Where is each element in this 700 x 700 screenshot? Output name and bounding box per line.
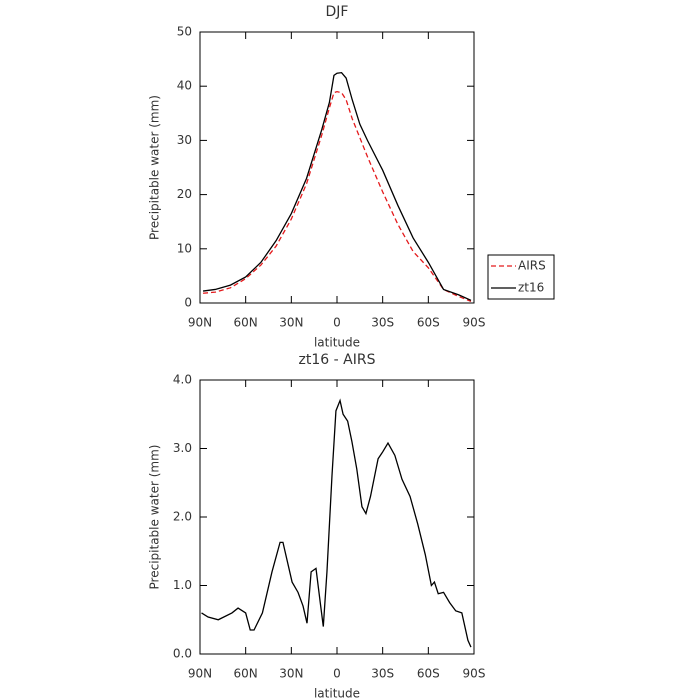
y-tick-label: 20: [177, 187, 192, 201]
x-tick-label: 30N: [279, 316, 303, 330]
y-tick-label: 0.0: [173, 647, 192, 661]
y-tick-label: 4.0: [173, 373, 192, 387]
legend-box: [487, 254, 555, 300]
x-tick-label: 0: [333, 667, 341, 681]
y-tick-label: 3.0: [173, 441, 192, 455]
x-tick-label: 30N: [279, 667, 303, 681]
plot-frame: [199, 379, 475, 655]
y-tick-label: 10: [177, 241, 192, 255]
legend-label: AIRS: [518, 259, 546, 273]
y-axis-label: Precipitable water (mm): [148, 445, 162, 590]
y-tick-label: 0: [184, 296, 192, 310]
data-line: [202, 71, 472, 301]
x-axis-label: latitude: [314, 687, 360, 700]
y-tick-label: 2.0: [173, 510, 192, 524]
x-tick-label: 30S: [371, 316, 394, 330]
data-line: [201, 398, 472, 648]
x-tick-label: 60N: [234, 316, 258, 330]
x-tick-label: 90S: [463, 667, 486, 681]
data-line: [202, 90, 472, 302]
x-tick-label: 90N: [188, 667, 212, 681]
x-tick-label: 90N: [188, 316, 212, 330]
legend-label: zt16: [518, 281, 544, 295]
x-axis-label: latitude: [314, 336, 360, 350]
y-tick-label: 30: [177, 133, 192, 147]
y-tick-label: 40: [177, 79, 192, 93]
x-tick-label: 30S: [371, 667, 394, 681]
y-axis-label: Precipitable water (mm): [148, 95, 162, 240]
y-tick-label: 1.0: [173, 578, 192, 592]
x-tick-label: 60N: [234, 667, 258, 681]
x-tick-label: 60S: [417, 316, 440, 330]
x-tick-label: 0: [333, 316, 341, 330]
x-tick-label: 90S: [463, 316, 486, 330]
chart-title: zt16 - AIRS: [299, 352, 376, 368]
y-tick-label: 50: [177, 25, 192, 39]
chart-title: DJF: [326, 4, 349, 20]
x-tick-label: 60S: [417, 667, 440, 681]
